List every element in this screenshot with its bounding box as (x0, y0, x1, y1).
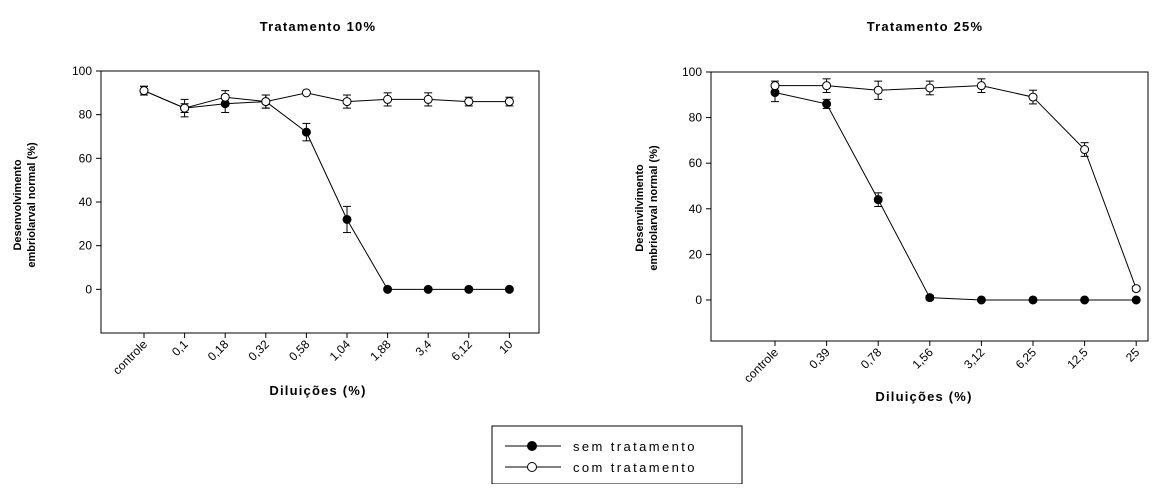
data-point-sem-tratamento (822, 99, 832, 109)
data-point-com-tratamento (342, 97, 352, 107)
x-tick-label: 3,4 (413, 337, 435, 359)
chart-tratamento-25: Tratamento 25% Diluições (%) Desenvilvim… (634, 19, 1149, 404)
y-tick-label: 80 (79, 108, 93, 122)
series-line-sem-tratamento (143, 90, 510, 290)
chart-tratamento-10: Tratamento 10% Diluições (%) Desenvolvim… (12, 19, 540, 398)
y-tick-label: 100 (682, 65, 702, 79)
plot-area: 0 20 40 60 80 100 controle 0,1 0,18 0,32 0,58 1,04 1… (72, 64, 540, 377)
x-tick-label: 25 (1123, 345, 1143, 365)
x-tick-label: 3,12 (961, 345, 988, 372)
data-point-sem-tratamento (1080, 295, 1090, 305)
data-point-sem-tratamento (301, 127, 311, 137)
series-line-sem-tratamento (774, 92, 1137, 301)
x-axis-label: Diluições (%) (269, 383, 366, 398)
y-axis-label-line-2: embriolarval normal (%) (26, 142, 38, 268)
series-line-com-tratamento (775, 85, 1137, 289)
y-tick-label: 100 (72, 64, 92, 78)
x-tick-label: 1,56 (910, 345, 937, 372)
data-point-sem-tratamento (873, 195, 883, 205)
x-tick-label: 0,78 (858, 345, 885, 372)
data-point-com-tratamento (220, 92, 230, 102)
data-point-sem-tratamento (976, 295, 986, 305)
y-axis-label-line-2: embriolarval normal (%) (648, 145, 660, 271)
chart-title: Tratamento 25% (867, 19, 984, 34)
data-point-com-tratamento (822, 81, 832, 91)
y-axis-label-line-1: Desenvolvimento (12, 159, 24, 250)
data-point-com-tratamento (1131, 284, 1141, 294)
data-point-com-tratamento (1080, 145, 1090, 155)
x-tick-label: controle (110, 337, 150, 377)
legend-label-sem-tratamento: sem tratamento (573, 439, 697, 454)
y-tick-label: 80 (689, 111, 703, 125)
data-point-com-tratamento (261, 97, 271, 107)
x-tick-label: 0,32 (246, 337, 273, 364)
x-tick-label: 0,1 (169, 337, 191, 359)
data-point-sem-tratamento (423, 284, 433, 294)
x-tick-label: 0,39 (806, 345, 833, 372)
data-point-sem-tratamento (925, 293, 935, 303)
data-point-sem-tratamento (504, 284, 514, 294)
data-point-com-tratamento (423, 94, 433, 104)
data-point-com-tratamento (383, 94, 393, 104)
x-axis-label: Diluições (%) (875, 389, 972, 404)
y-tick-label: 40 (79, 195, 93, 209)
data-point-sem-tratamento (1028, 295, 1038, 305)
data-point-sem-tratamento (464, 284, 474, 294)
x-tick-label: 0,18 (205, 337, 232, 364)
data-point-com-tratamento (301, 88, 311, 98)
x-tick-label: 1,04 (327, 337, 354, 364)
legend-box (491, 425, 743, 485)
y-tick-label: 20 (689, 247, 703, 261)
plot-area: 0 20 40 60 80 100 controle 0,39 0,78 1,56 3,12 6,25… (682, 65, 1149, 385)
x-tick-label: 12,5 (1064, 345, 1091, 372)
y-tick-label: 0 (85, 282, 92, 296)
y-tick-label: 40 (689, 202, 703, 216)
legend-marker-open-circle (527, 462, 537, 472)
x-tick-label: 6,12 (449, 337, 476, 364)
x-tick-label: 6,25 (1013, 345, 1040, 372)
y-tick-label: 20 (79, 239, 93, 253)
legend-label-com-tratamento: com tratamento (573, 460, 697, 475)
data-point-com-tratamento (139, 86, 149, 96)
chart-title: Tratamento 10% (260, 19, 377, 34)
x-tick-label: 1,88 (367, 337, 394, 364)
y-tick-label: 60 (79, 151, 93, 165)
x-tick-label: 0,58 (286, 337, 313, 364)
legend-marker-filled-circle (527, 441, 537, 451)
data-point-com-tratamento (770, 81, 780, 91)
data-point-com-tratamento (464, 97, 474, 107)
data-point-com-tratamento (873, 85, 883, 95)
y-tick-label: 60 (689, 156, 703, 170)
data-point-com-tratamento (925, 83, 935, 93)
data-point-com-tratamento (1028, 92, 1038, 102)
data-point-sem-tratamento (1131, 295, 1141, 305)
y-tick-label: 0 (695, 293, 702, 307)
x-tick-label: controle (741, 345, 781, 385)
data-point-com-tratamento (504, 97, 514, 107)
series-line-com-tratamento (143, 90, 510, 109)
plot-frame (100, 70, 540, 334)
y-axis-label-line-1: Desenvilvimento (634, 164, 646, 252)
data-point-sem-tratamento (342, 214, 352, 224)
legend: sem tratamento com tratamento (491, 425, 743, 485)
x-tick-label: 10 (496, 337, 516, 357)
data-point-com-tratamento (180, 103, 190, 113)
data-point-sem-tratamento (383, 284, 393, 294)
data-point-com-tratamento (976, 81, 986, 91)
